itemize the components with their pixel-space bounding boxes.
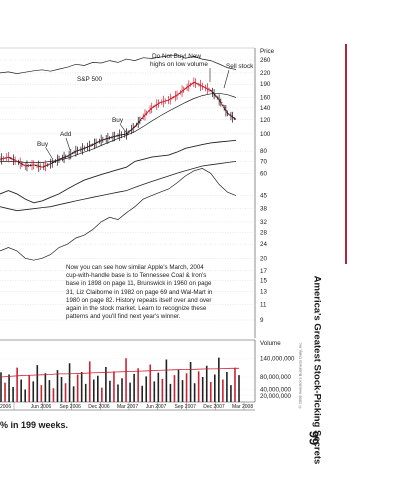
price-tick-label: 220: [260, 70, 271, 77]
annotation-sell-stock-arrow: [223, 69, 230, 89]
volume-bars: [0, 357, 240, 402]
chart-note-line: Now you can see how similar Apple's Marc…: [66, 264, 204, 271]
price-tick-label: 100: [260, 131, 271, 138]
price-tick-label: 260: [260, 57, 271, 64]
volume-tick-label: 20,000,000: [260, 393, 292, 400]
x-tick-label: Jun 2006: [31, 404, 52, 410]
price-tick-label: 24: [260, 241, 267, 248]
x-tick-label: 2006: [0, 404, 11, 410]
series-line: [0, 168, 237, 261]
page-number: 99: [304, 428, 324, 448]
annotation-sell-stock: Sell stock: [226, 63, 254, 70]
page-number-text: 99: [306, 430, 322, 446]
chart-note-line: cup-with-handle base is to Tennessee Coa…: [66, 272, 207, 280]
chart-note-line: again in the stock market. Learn to reco…: [66, 305, 207, 313]
annotation-do-not-buy-line1: Do Not Buy! New: [152, 53, 201, 60]
annotation-add-arrow: [65, 137, 71, 151]
price-tick-label: 17: [260, 268, 267, 275]
price-tick-label: 190: [260, 81, 271, 88]
volume-average-line: [0, 367, 239, 378]
copyright-text: © 2008 Investor's Business Daily, Inc.: [297, 341, 303, 409]
volume-tick-label: 40,000,000: [260, 387, 292, 394]
price-tick-label: 32: [260, 219, 267, 226]
price-tick-label: 38: [260, 206, 267, 213]
price-tick-label: 28: [260, 229, 267, 236]
price-axis: 260 220 190 160 140 120 100 80 70 60 45 38 32 28 24 20 1…: [260, 57, 271, 324]
price-tick-label: 70: [260, 158, 267, 165]
annotation-buy-upper-arrow: [119, 123, 129, 136]
price-tick-label: 160: [260, 95, 271, 102]
volume-tick-label: 140,000,000: [260, 355, 295, 362]
price-tick-label: 80: [260, 148, 267, 155]
x-tick-label: Mar 2007: [117, 404, 138, 410]
copyright: © 2008 Investor's Business Daily, Inc.: [296, 330, 304, 420]
annotation-buy-upper: Buy: [112, 117, 124, 124]
time-axis: 2006 Jun 2006 Sep 2006 Dec 2006 Mar 2007 Jun …: [0, 402, 253, 410]
annotation-do-not-buy-line2: highs on low volume: [150, 61, 208, 68]
series-line: [0, 54, 237, 74]
price-tick-label: 20: [260, 255, 267, 262]
chart-note-line: 1980 on page 82. History repeats itself …: [66, 296, 212, 304]
price-tick-label: 11: [260, 301, 267, 308]
chart-note-line: 31, Liz Claiborne in 1982 on page 69 and…: [66, 288, 213, 296]
caption-fragment: % in 199 weeks.: [0, 420, 69, 430]
annotation-sp500: S&P 500: [77, 76, 103, 83]
price-tick-label: 9: [260, 317, 264, 324]
price-tick-label: 15: [260, 278, 267, 285]
x-tick-label: Dec 2007: [203, 404, 225, 410]
chart-note-line: patterns and you'll find next year's win…: [66, 313, 181, 321]
volume-tick-label: 80,000,000: [260, 374, 292, 381]
price-tick-label: 140: [260, 105, 271, 112]
price-tick-label: 120: [260, 117, 271, 124]
x-tick-label: Dec 2006: [88, 404, 110, 410]
chart-note-line: base in 1898 on page 11, Brunswick in 19…: [66, 280, 212, 288]
page-accent-rule: [345, 44, 347, 264]
volume-axis: 140,000,000 80,000,000 40,000,00020,000,00…: [260, 355, 295, 400]
x-tick-label: Mar 2008: [232, 404, 253, 410]
price-grid: [0, 59, 255, 396]
series-line: [0, 81, 237, 168]
annotation-add: Add: [60, 131, 72, 138]
annotation-buy-lower: Buy: [37, 141, 49, 148]
series-line: [0, 139, 237, 204]
chart-note: Now you can see how similar Apple's Marc…: [66, 264, 256, 321]
series-line: [0, 161, 237, 212]
annotation-buy-lower-arrow: [45, 147, 53, 159]
price-bars: [0, 77, 236, 172]
x-tick-label: Jun 2007: [146, 404, 167, 410]
price-tick-label: 45: [260, 193, 267, 200]
price-axis-label: Price: [260, 48, 275, 55]
volume-axis-label: Volume: [260, 340, 281, 347]
x-tick-label: Sep 2006: [60, 404, 82, 410]
series-line: [0, 92, 237, 163]
x-tick-label: Sep 2007: [175, 404, 197, 410]
price-tick-label: 13: [260, 289, 267, 296]
price-tick-label: 60: [260, 170, 267, 177]
